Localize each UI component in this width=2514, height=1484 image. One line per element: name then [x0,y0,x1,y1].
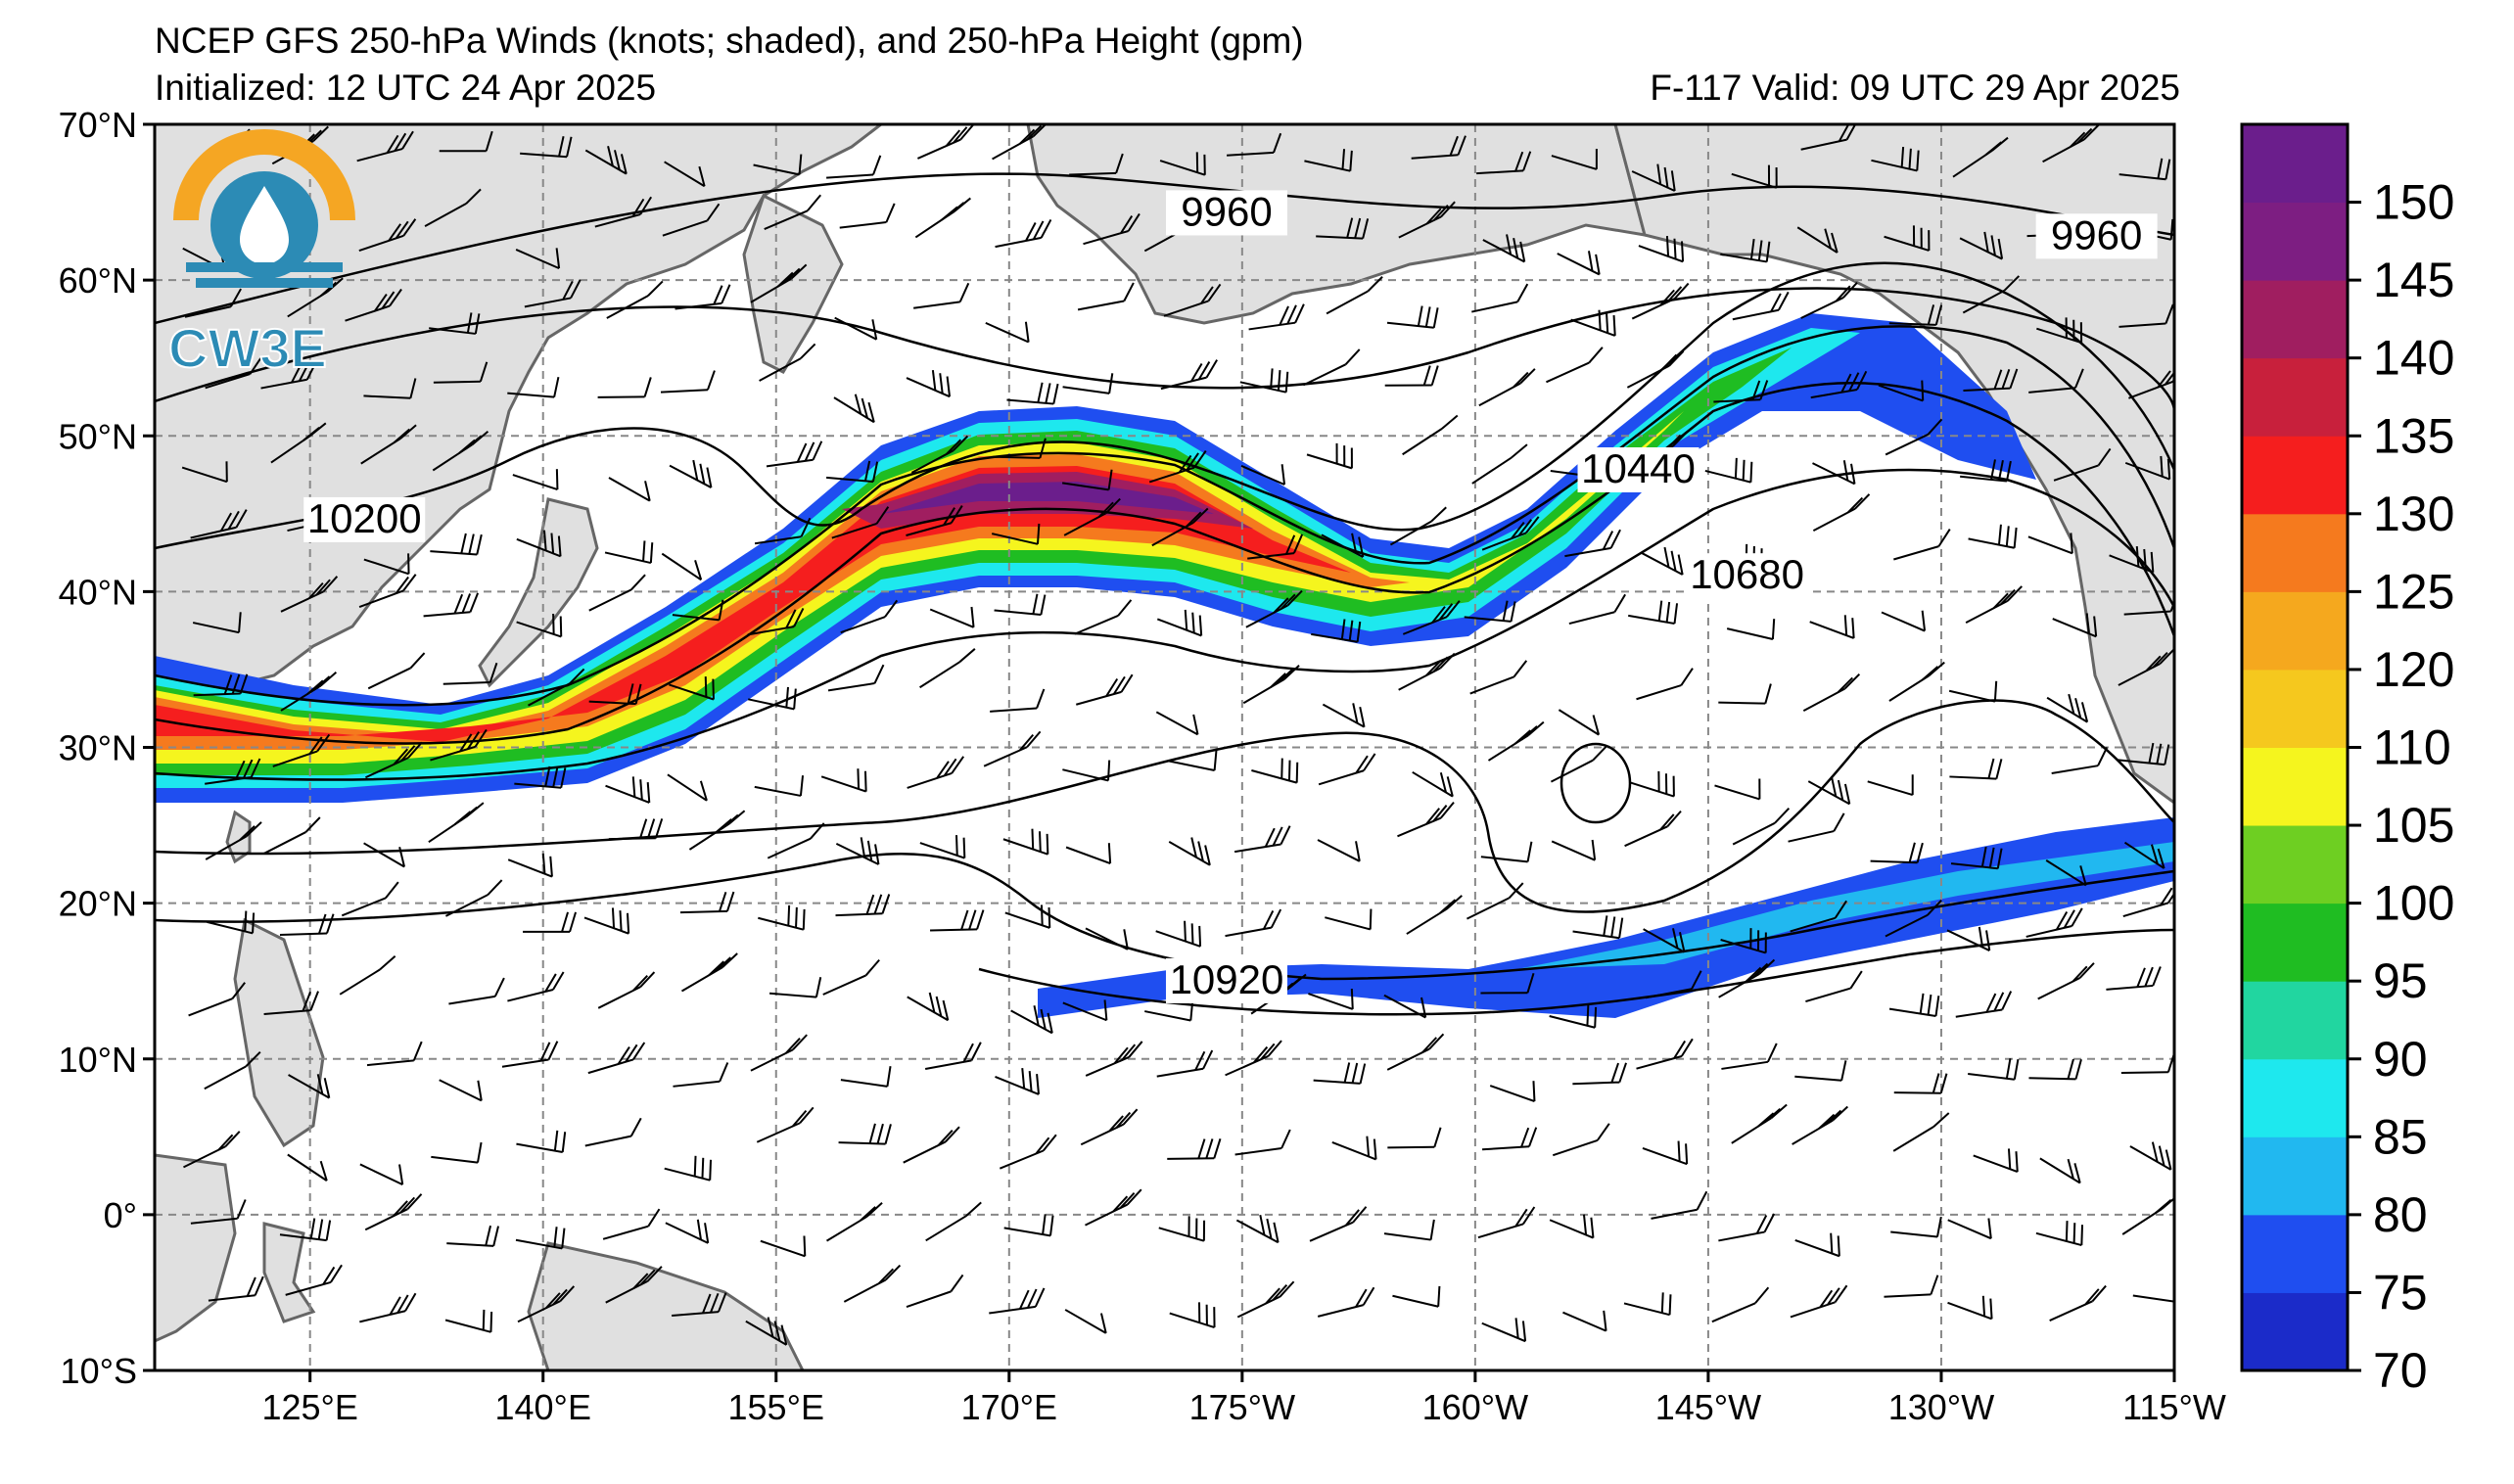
colorbar-swatch [2242,280,2348,358]
lon-tick-label: 140°E [494,1387,590,1427]
contour-label-text: 10200 [307,495,422,541]
lon-tick-label: 115°W [2122,1387,2226,1427]
logo-wave-1 [186,262,343,272]
colorbar-swatch [2242,1059,2348,1137]
lon-tick-label: 155°E [728,1387,824,1427]
lon-tick-label: 145°W [1655,1387,1761,1427]
colorbar-swatch [2242,1215,2348,1293]
colorbar-tick-label: 80 [2373,1187,2428,1242]
colorbar-tick-label: 70 [2373,1343,2428,1398]
colorbar-tick-label: 150 [2373,175,2454,230]
lat-tick-label: 40°N [59,572,137,612]
lat-tick-label: 50°N [59,416,137,456]
lon-tick-label: 130°W [1888,1387,1994,1427]
colorbar-swatch [2242,203,2348,281]
colorbar-tick-label: 85 [2373,1109,2428,1164]
colorbar-tick-label: 120 [2373,642,2454,697]
colorbar-tick-label: 135 [2373,408,2454,463]
colorbar-swatch [2242,1292,2348,1370]
longitude-axis: 125°E 140°E 155°E 170°E 175°W 160°W 145°W 130°W… [261,1370,2225,1427]
contour-label: 10200 [303,495,425,542]
colorbar-swatch [2242,904,2348,982]
lat-tick-label: 60°N [59,260,137,301]
colorbar-tick-label: 90 [2373,1032,2428,1087]
colorbar-swatch [2242,981,2348,1059]
colorbar-tick-label: 105 [2373,798,2454,853]
contour-label-text: 10920 [1170,956,1284,1002]
colorbar-swatch [2242,825,2348,904]
lat-tick-label: 10°S [61,1351,137,1391]
contour-label-text: 10680 [1690,551,1804,597]
contour-label-text: 9960 [2051,211,2142,257]
contour-label: 10440 [1578,445,1699,492]
colorbar-swatch [2242,124,2348,203]
logo-wave-2 [196,278,333,288]
colorbar-tick-label: 110 [2373,720,2451,775]
lat-tick-label: 70°N [59,105,137,145]
lon-tick-label: 125°E [261,1387,357,1427]
lat-tick-label: 10°N [59,1040,137,1080]
colorbar-tick-label: 75 [2373,1265,2428,1320]
contour-label: 10920 [1166,956,1287,1003]
logo-text: CW3E [168,317,327,379]
lon-tick-label: 170°E [961,1387,1057,1427]
contour-label: 10680 [1687,551,1808,598]
lat-tick-label: 20°N [59,884,137,924]
contour-label-text: 9960 [1181,188,1272,234]
colorbar-tick-label: 100 [2373,876,2454,931]
colorbar-tick-label: 130 [2373,487,2454,541]
colorbar-tick-label: 95 [2373,953,2428,1008]
contour-label: 9960 [1166,188,1287,235]
colorbar-tick-label: 140 [2373,331,2454,386]
colorbar-swatch [2242,670,2348,748]
latitude-axis: 70°N 60°N 50°N 40°N 30°N 20°N 10°N 0° 10°S [59,105,155,1391]
lon-tick-label: 175°W [1189,1387,1295,1427]
colorbar-swatch [2242,358,2348,437]
colorbar-swatch [2242,1136,2348,1215]
colorbar-swatch [2242,748,2348,826]
colorbar-tick-label: 125 [2373,564,2454,619]
colorbar-swatch [2242,514,2348,592]
colorbar-swatch [2242,436,2348,514]
lon-tick-label: 160°W [1422,1387,1528,1427]
colorbar-tick-label: 145 [2373,253,2454,307]
colorbar: 70 75 80 85 90 95 100 105 110 120 125 130 135 140 145 1… [2242,124,2454,1398]
contour-label: 9960 [2036,211,2158,258]
contour-label-text: 10440 [1581,445,1696,491]
lat-tick-label: 0° [104,1195,137,1235]
colorbar-swatch [2242,591,2348,670]
lat-tick-label: 30°N [59,728,137,768]
